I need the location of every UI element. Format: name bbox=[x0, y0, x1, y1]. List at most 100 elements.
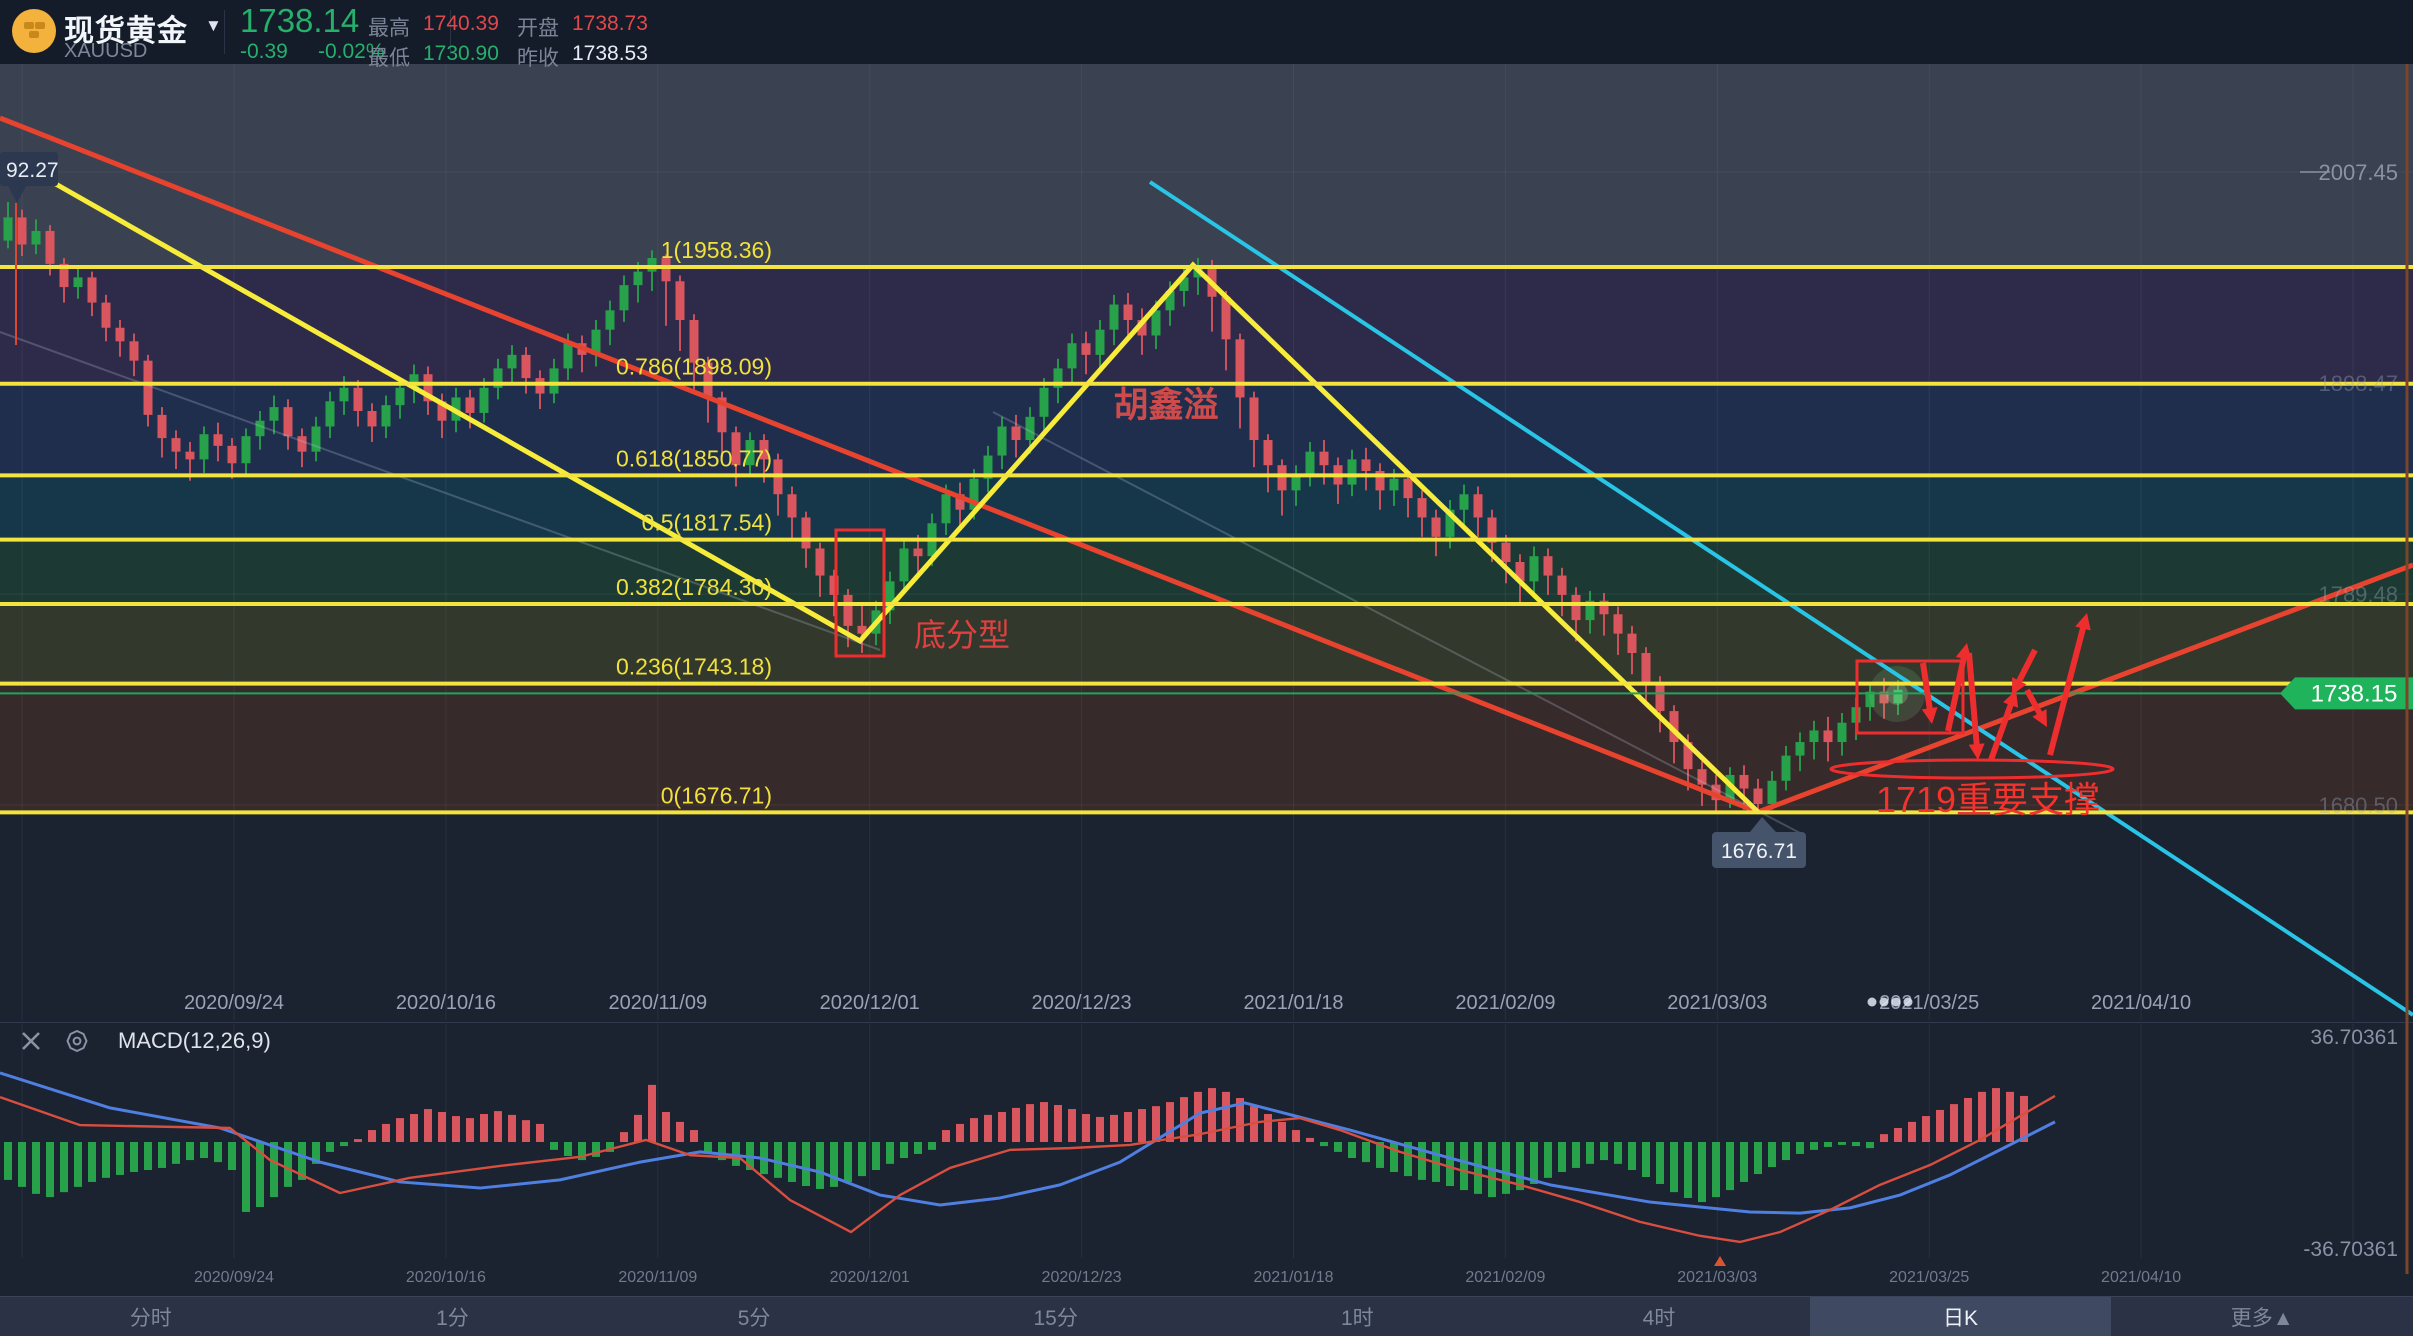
fib-label: 0.618(1850.77) bbox=[616, 445, 772, 471]
macd-date-label: 2020/12/01 bbox=[830, 1269, 910, 1286]
macd-bar bbox=[452, 1116, 460, 1142]
macd-bar bbox=[186, 1142, 194, 1161]
dif-line bbox=[0, 1094, 2056, 1244]
candle-body bbox=[465, 397, 475, 413]
symbol-name[interactable]: 现货黄金 bbox=[64, 15, 188, 48]
candle-body bbox=[1641, 652, 1651, 684]
macd-bar bbox=[774, 1142, 782, 1178]
candle-body bbox=[899, 548, 909, 582]
macd-bar bbox=[1152, 1106, 1160, 1142]
timeframe-tab-2[interactable]: 1分 bbox=[436, 1306, 469, 1330]
scroll-handle-dot[interactable] bbox=[1879, 997, 1889, 1007]
macd-bar bbox=[1712, 1142, 1720, 1198]
bottom-fractal-annotation-text: 底分型 bbox=[914, 617, 1010, 653]
date-axis-label: 2021/01/18 bbox=[1243, 992, 1343, 1014]
timeframe-toolbar: 分时 1分 5分 15分 1时 4时 日K 更多▲ bbox=[0, 1296, 2413, 1336]
arrow-head bbox=[1921, 707, 1938, 724]
candle-body bbox=[1151, 310, 1161, 336]
macd-bar bbox=[1978, 1091, 1986, 1142]
macd-bar bbox=[1964, 1097, 1972, 1142]
candle-body bbox=[1375, 471, 1385, 491]
fib-band bbox=[0, 604, 2413, 684]
macd-indicator-chart[interactable]: 36.70361 -36.70361 2020/09/24 2020/10/16 202… bbox=[0, 1022, 2413, 1296]
close-icon[interactable] bbox=[16, 1026, 46, 1056]
timeframe-tab-8[interactable]: 更多▲ bbox=[2230, 1306, 2294, 1330]
candle-body bbox=[521, 354, 531, 379]
candle-body bbox=[563, 343, 573, 369]
candle-body bbox=[325, 401, 335, 427]
candle-body bbox=[745, 440, 755, 466]
macd-bar bbox=[1040, 1102, 1048, 1142]
candle-body bbox=[115, 327, 125, 342]
timeframe-tab-4[interactable]: 15分 bbox=[1033, 1306, 1078, 1330]
candle-body bbox=[1865, 691, 1875, 708]
candle-body bbox=[1473, 494, 1483, 518]
macd-bar bbox=[1642, 1142, 1650, 1177]
timeframe-tab-1[interactable]: 分时 bbox=[129, 1306, 172, 1330]
left-price-marker-box bbox=[0, 152, 58, 186]
macd-bar bbox=[284, 1142, 292, 1187]
candle-body bbox=[1431, 517, 1441, 537]
cyan-downtrend-trendline[interactable] bbox=[1148, 180, 2413, 1017]
macd-bar bbox=[1180, 1097, 1188, 1142]
macd-bar bbox=[1852, 1142, 1860, 1147]
gear-icon[interactable] bbox=[62, 1026, 92, 1056]
candle-body bbox=[941, 494, 951, 524]
scroll-handle-dot[interactable] bbox=[1891, 997, 1901, 1007]
macd-bar bbox=[1754, 1142, 1762, 1175]
fib-band bbox=[0, 64, 2413, 268]
candle-body bbox=[1795, 742, 1805, 756]
candle-body bbox=[983, 455, 993, 479]
candle-body bbox=[1711, 784, 1721, 801]
candle-body bbox=[1823, 730, 1833, 743]
candle-body bbox=[1389, 478, 1399, 491]
timeframe-tab-7[interactable]: 日K bbox=[1809, 1297, 2112, 1336]
candle-body bbox=[675, 281, 685, 321]
candle-body bbox=[381, 405, 391, 427]
scroll-handle-dot[interactable] bbox=[1867, 997, 1877, 1007]
candle-body bbox=[101, 302, 111, 328]
price-axis-label: 1680.50 bbox=[2318, 793, 2398, 818]
arrow-shaft bbox=[1920, 662, 1934, 715]
candle-body bbox=[1459, 494, 1469, 510]
macd-bar bbox=[116, 1142, 124, 1175]
macd-bar bbox=[312, 1142, 320, 1164]
macd-bar bbox=[1656, 1142, 1664, 1184]
support-ellipse-annotation bbox=[1829, 758, 2115, 780]
arrow-head bbox=[1968, 743, 1985, 760]
macd-bar bbox=[1670, 1142, 1678, 1193]
macd-bar bbox=[1586, 1142, 1594, 1164]
scroll-handle-dot[interactable] bbox=[1903, 997, 1913, 1007]
macd-bar bbox=[1124, 1111, 1132, 1142]
arrow-shaft bbox=[2013, 648, 2038, 688]
timeframe-tab-3[interactable]: 5分 bbox=[737, 1306, 771, 1330]
candle-body bbox=[353, 387, 363, 411]
candle-body bbox=[619, 285, 629, 311]
macd-bar bbox=[704, 1142, 712, 1152]
consolidation-box-annotation bbox=[1855, 659, 1965, 735]
macd-bar bbox=[1208, 1088, 1216, 1142]
name-watermark-annotation-text: 胡鑫溢 bbox=[1113, 385, 1218, 425]
candle-body bbox=[1543, 556, 1553, 576]
red-downtrend-trendline[interactable] bbox=[0, 115, 1759, 815]
red-uptrend-trendline[interactable] bbox=[1757, 562, 2413, 815]
chevron-down-icon[interactable]: ▼ bbox=[205, 16, 222, 35]
arrow-shaft bbox=[2047, 621, 2088, 756]
main-price-chart[interactable]: 1(1958.36) 0.786(1898.09) 0.618(1850.77) 0.… bbox=[0, 0, 2413, 1022]
timeframe-tab-6[interactable]: 4时 bbox=[1642, 1306, 1676, 1330]
macd-bar bbox=[676, 1121, 684, 1142]
candle-body bbox=[45, 230, 55, 264]
macd-bar bbox=[928, 1142, 936, 1150]
timeframe-tab-5[interactable]: 1时 bbox=[1340, 1306, 1374, 1330]
macd-params-label: MACD(12,26,9) bbox=[118, 1028, 271, 1053]
candle-body bbox=[801, 517, 811, 549]
candle-body bbox=[703, 362, 713, 398]
macd-bar bbox=[634, 1114, 642, 1142]
macd-bar bbox=[1278, 1121, 1286, 1142]
candle-body bbox=[73, 277, 83, 288]
date-axis-label: 2021/03/25 bbox=[1879, 992, 1979, 1014]
candle-body bbox=[1347, 459, 1357, 485]
candle-body bbox=[255, 420, 265, 437]
symbol-ticker: XAUUSD bbox=[64, 40, 148, 62]
gray-line-2-trendline[interactable] bbox=[992, 411, 1801, 834]
